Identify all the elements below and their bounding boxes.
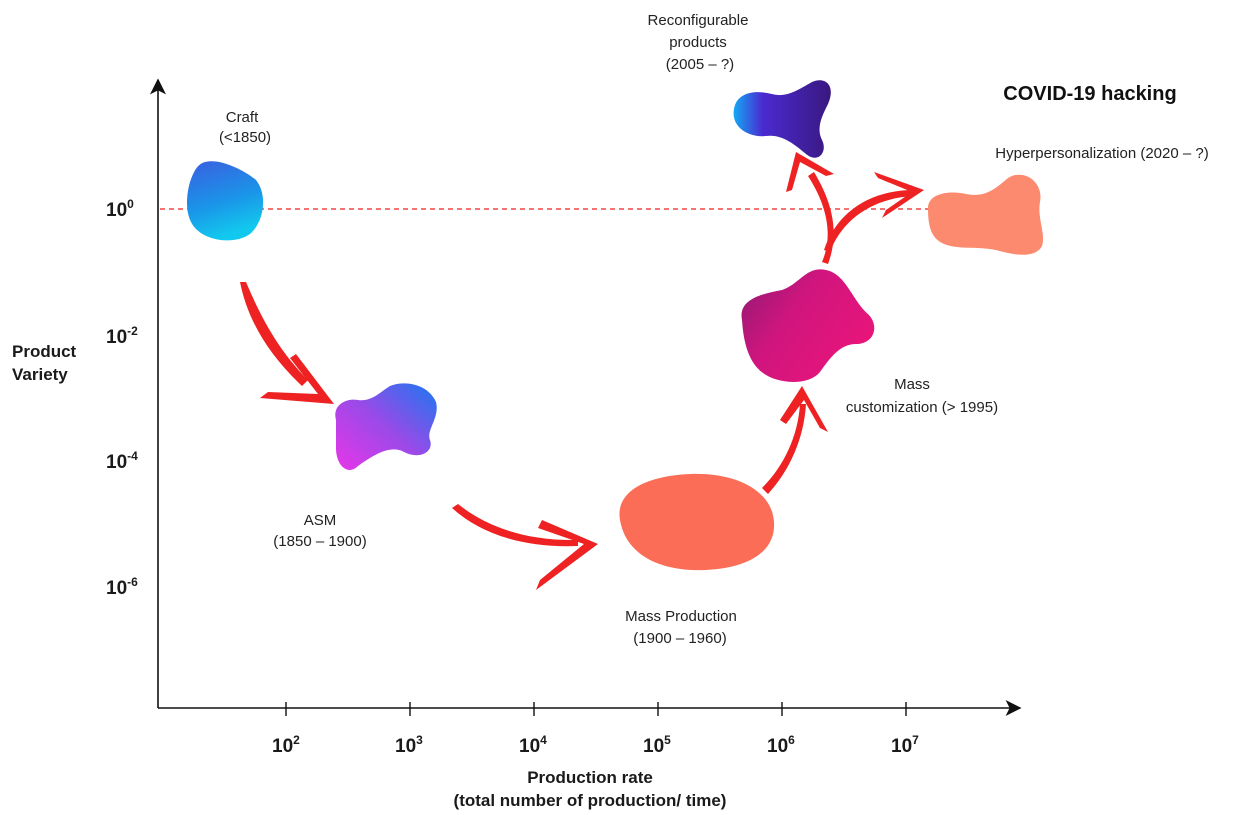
arrowhead-mass-production-to-customization	[780, 386, 828, 432]
arrowhead-customization-to-hyperpersonalization	[874, 172, 924, 218]
craft-blob	[186, 161, 264, 241]
covid-hacking-headline: COVID-19 hacking	[1003, 83, 1176, 105]
mass-production-blob	[619, 473, 775, 571]
asm-label: ASM	[304, 512, 337, 529]
reconfigurable-period: (2005 – ?)	[666, 56, 734, 73]
craft-label: Craft	[226, 109, 259, 126]
mass-customization-blob	[741, 269, 875, 382]
x-axis-title-line1: Production rate	[527, 768, 653, 787]
x-tick-label-3: 105	[643, 733, 671, 757]
mass-production-label: Mass Production	[625, 608, 737, 625]
reconfigurable-label-line1: Reconfigurable	[648, 12, 749, 29]
hyperpersonalization-label: Hyperpersonalization (2020 – ?)	[995, 145, 1208, 162]
y-axis-title-line1: Product	[12, 342, 77, 361]
reconfigurable-label-line2: products	[669, 34, 727, 51]
x-tick-label-2: 104	[519, 733, 547, 757]
arrow-mass-production-to-customization	[762, 404, 806, 494]
hyperpersonalization-blob	[928, 174, 1044, 255]
x-tick-label-4: 106	[767, 733, 795, 757]
asm-blob	[335, 383, 437, 470]
arrow-asm-to-mass-production	[452, 504, 578, 547]
arrowhead-asm-to-mass-production	[536, 520, 598, 590]
y-tick-label-0: 100	[106, 197, 134, 221]
arrow-customization-to-reconfigurable	[808, 172, 834, 264]
reconfigurable-blob	[733, 80, 831, 158]
mass-production-period: (1900 – 1960)	[633, 630, 726, 647]
arrowhead-customization-to-reconfigurable	[786, 152, 834, 192]
mass-customization-period: customization (> 1995)	[846, 399, 998, 416]
transition-arrows	[240, 152, 924, 590]
arrowhead-craft-to-asm	[260, 354, 334, 404]
y-tick-label-3: 10-6	[106, 575, 138, 599]
asm-period: (1850 – 1900)	[273, 533, 366, 550]
x-tick-marks	[285, 702, 907, 716]
x-tick-label-5: 107	[891, 733, 919, 757]
craft-period: (<1850)	[219, 129, 271, 146]
y-tick-label-2: 10-4	[106, 449, 138, 473]
x-tick-label-0: 102	[272, 733, 300, 757]
y-tick-label-1: 10-2	[106, 324, 138, 348]
y-axis-title-line2: Variety	[12, 365, 68, 384]
x-tick-label-1: 103	[395, 733, 423, 757]
arrow-craft-to-asm	[240, 282, 308, 386]
x-axis-title-line2: (total number of production/ time)	[454, 791, 727, 810]
arrow-customization-to-hyperpersonalization	[824, 190, 914, 252]
mass-customization-label: Mass	[894, 376, 930, 393]
